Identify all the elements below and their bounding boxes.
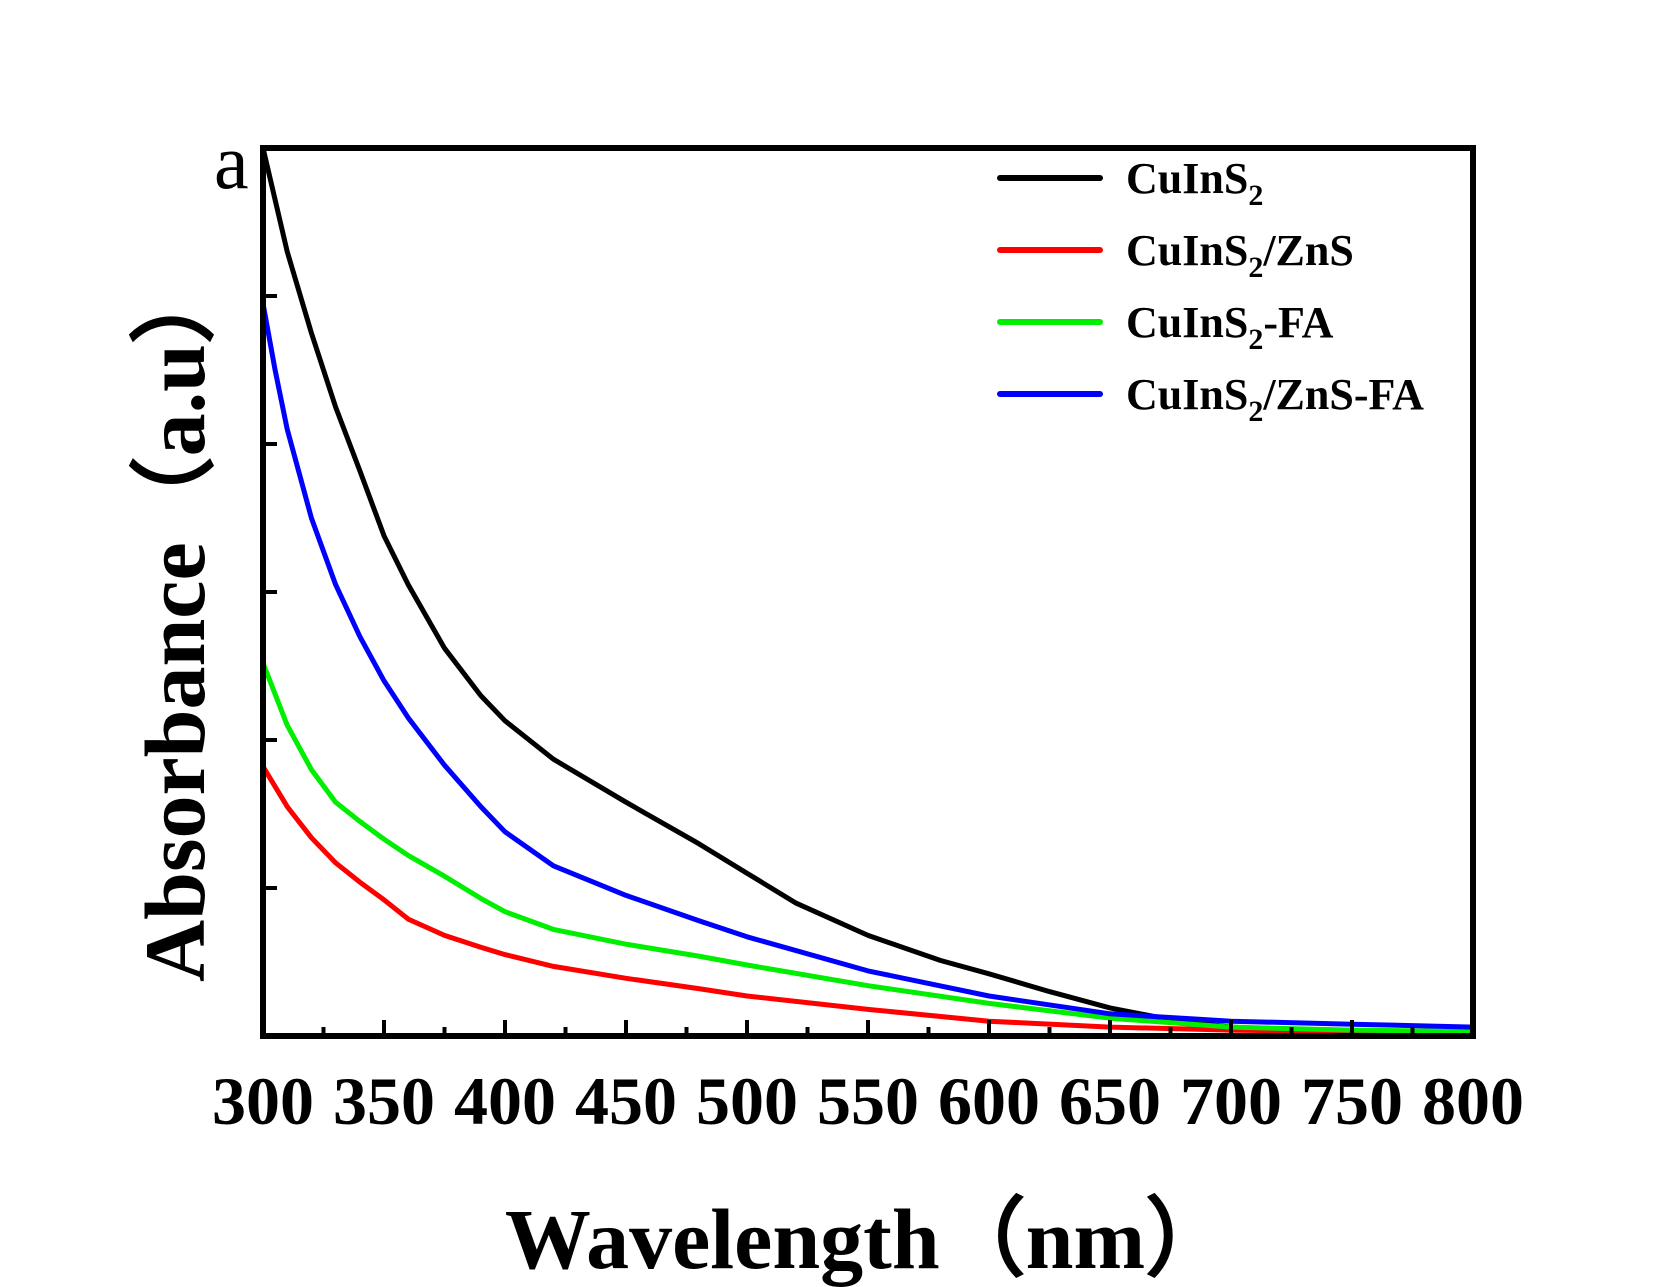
x-tick-label: 500 <box>696 1063 798 1139</box>
x-axis-tick-labels: 300 350 400 450 500 550 600 650 700 750 800 <box>212 1063 1524 1139</box>
series-line-3 <box>260 660 1476 1035</box>
series-line-2 <box>260 764 1476 1036</box>
legend-label-2: CuInS2/ZnS <box>1126 226 1354 284</box>
y-axis-title: Absorbance（a.u） <box>127 258 223 982</box>
x-tick-label: 450 <box>575 1063 677 1139</box>
y-axis-ticks <box>263 294 277 890</box>
x-tick-label: 800 <box>1422 1063 1524 1139</box>
series-layer <box>260 145 1476 1036</box>
x-tick-label: 750 <box>1301 1063 1403 1139</box>
x-tick-label: 650 <box>1059 1063 1161 1139</box>
x-axis-title: Wavelength（nm） <box>505 1191 1231 1287</box>
x-tick-label: 600 <box>938 1063 1040 1139</box>
panel-label: a <box>214 118 249 205</box>
series-line-1 <box>260 145 1476 1036</box>
legend-label-4: CuInS2/ZnS-FA <box>1126 370 1424 428</box>
x-tick-label: 300 <box>212 1063 314 1139</box>
legend-label-3: CuInS2-FA <box>1126 298 1334 356</box>
x-tick-label: 550 <box>817 1063 919 1139</box>
legend-label-1: CuInS2 <box>1126 154 1263 212</box>
x-tick-label: 700 <box>1180 1063 1282 1139</box>
x-tick-label: 350 <box>333 1063 435 1139</box>
x-axis-ticks <box>261 1020 1475 1036</box>
x-tick-label: 400 <box>454 1063 556 1139</box>
legend: CuInS2 CuInS2/ZnS CuInS2-FA CuInS2/ZnS-FA <box>997 154 1424 428</box>
series-line-4 <box>260 300 1476 1030</box>
plot-frame <box>260 145 1476 1039</box>
